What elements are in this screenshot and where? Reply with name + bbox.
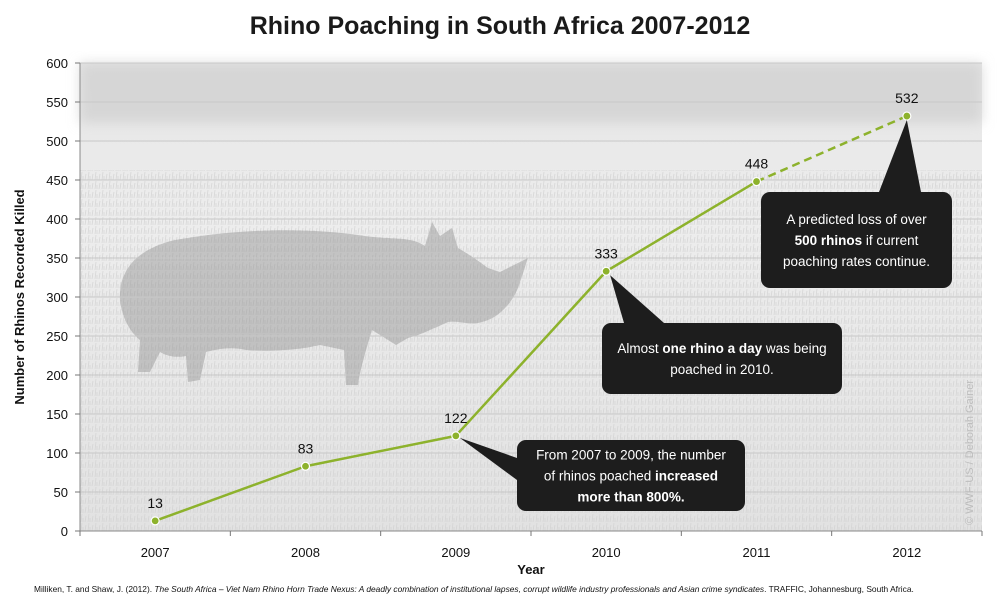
callout-text-span: if current (862, 233, 919, 248)
callout-pointer (459, 437, 517, 480)
x-tick-label: 2012 (892, 545, 921, 560)
y-tick-label: 300 (46, 290, 68, 305)
callout-text-line: From 2007 to 2009, the number (536, 448, 726, 463)
series-line-predicted (756, 114, 908, 183)
x-tick-label: 2009 (441, 545, 470, 560)
series-line: 13 83 122 333 448 532 (147, 90, 919, 526)
callout-box (517, 440, 745, 511)
x-axis-ticks: 2007 2008 2009 2010 2011 2012 (79, 531, 983, 560)
callout-text-bold: one rhino a day (662, 341, 762, 356)
data-label: 13 (147, 495, 163, 511)
callout-text-line: of rhinos poached increased (544, 469, 718, 484)
callout-text-span: A predicted loss of over (786, 212, 927, 227)
data-label: 333 (594, 245, 618, 261)
callout-text-bold: 500 rhinos (795, 233, 863, 248)
callout-text-line: 500 rhinos if current (795, 233, 919, 248)
y-tick-label: 600 (46, 56, 68, 71)
treeline (80, 63, 982, 123)
y-tick-label: 500 (46, 134, 68, 149)
chart-title: Rhino Poaching in South Africa 2007-2012 (249, 12, 751, 40)
y-tick-label: 0 (61, 524, 68, 539)
data-point (300, 461, 311, 471)
callout-text-span: Almost (617, 341, 662, 356)
x-tick-label: 2011 (743, 545, 771, 560)
callout-text-span: of rhinos poached (544, 469, 655, 484)
callout-text-span: From 2007 to 2009, the number (536, 448, 726, 463)
x-tick-label: 2008 (291, 545, 320, 560)
citation-publisher: . TRAFFIC, Johannesburg, South Africa. (764, 584, 914, 594)
data-point (902, 111, 912, 121)
y-tick-label: 350 (46, 251, 68, 266)
y-axis-title: Number of Rhinos Recorded Killed (12, 189, 27, 404)
x-axis-title: Year (517, 562, 544, 577)
photo-credit-watermark: © WWF-US / Deborah Gainer (964, 380, 976, 525)
data-label: 448 (745, 156, 769, 172)
rhino-silhouette (119, 222, 528, 385)
data-point (150, 516, 160, 526)
data-point (601, 266, 611, 276)
citation-work: The South Africa – Viet Nam Rhino Horn T… (154, 584, 765, 594)
callout-text-line: poached in 2010. (670, 362, 774, 377)
y-tick-label: 50 (54, 485, 68, 500)
callout-pointer (879, 120, 921, 192)
callout-text-span: was being (762, 341, 827, 356)
citation: Milliken, T. and Shaw, J. (2012). The So… (34, 584, 994, 594)
citation-authors: Milliken, T. and Shaw, J. (2012). (34, 584, 155, 594)
callout-text-span: poached in 2010. (670, 362, 774, 377)
y-tick-label: 100 (46, 446, 68, 461)
callout-text-line: poaching rates continue. (783, 254, 930, 269)
y-tick-label: 250 (46, 329, 68, 344)
x-tick-label: 2007 (141, 545, 170, 560)
callout-box (602, 323, 842, 394)
data-point (751, 176, 762, 187)
callout: Almost one rhino a day was being poached … (602, 275, 842, 394)
data-label: 83 (298, 440, 314, 456)
y-tick-label: 400 (46, 212, 68, 227)
callout-text-line: A predicted loss of over (786, 212, 927, 227)
y-axis-ticks: 0 50 100 150 200 250 300 350 400 450 500 550 600 (46, 56, 80, 539)
y-tick-label: 550 (46, 95, 68, 110)
data-label: 532 (895, 90, 919, 106)
callout-text-bold: increased (655, 469, 718, 484)
callout: From 2007 to 2009, the number of rhinos p… (459, 437, 745, 511)
x-tick-label: 2010 (592, 545, 621, 560)
callout-text-bold: more than 800%. (577, 490, 684, 505)
callouts: From 2007 to 2009, the number of rhinos p… (459, 120, 952, 511)
callout-text-line: more than 800%. (577, 490, 684, 505)
callout-pointer (610, 275, 664, 323)
y-tick-label: 450 (46, 173, 68, 188)
callout: A predicted loss of over 500 rhinos if cu… (761, 120, 952, 288)
callout-text-span: poaching rates continue. (783, 254, 930, 269)
y-tick-label: 200 (46, 368, 68, 383)
y-tick-label: 150 (46, 407, 68, 422)
data-label: 122 (444, 410, 468, 426)
callout-box (761, 192, 952, 288)
data-point (451, 431, 461, 441)
callout-text-line: Almost one rhino a day was being (617, 341, 826, 356)
